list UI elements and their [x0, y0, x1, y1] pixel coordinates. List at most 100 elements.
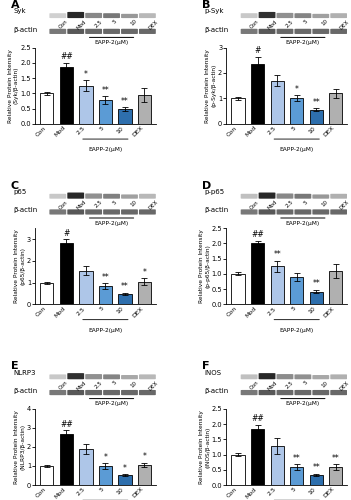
Text: D: D [202, 181, 211, 191]
Text: **: ** [312, 279, 320, 288]
Text: **: ** [293, 454, 300, 462]
Bar [251, 428, 264, 485]
Text: ##: ## [251, 414, 264, 424]
Y-axis label: Relative Protein Intensity
(p65/β-actin): Relative Protein Intensity (p65/β-actin) [14, 230, 25, 303]
Bar [232, 98, 245, 124]
FancyBboxPatch shape [121, 375, 138, 380]
FancyBboxPatch shape [103, 194, 120, 198]
Text: *: * [104, 452, 107, 462]
FancyBboxPatch shape [241, 390, 258, 395]
Text: Mod: Mod [267, 200, 279, 211]
FancyBboxPatch shape [259, 29, 276, 34]
Y-axis label: Relative Protein Intensity
(Syk/β-actin): Relative Protein Intensity (Syk/β-actin) [8, 49, 19, 122]
FancyBboxPatch shape [312, 390, 329, 395]
FancyBboxPatch shape [121, 390, 138, 395]
FancyBboxPatch shape [49, 390, 66, 395]
FancyBboxPatch shape [294, 210, 311, 214]
FancyBboxPatch shape [139, 29, 156, 34]
Bar [251, 244, 264, 304]
Text: B: B [202, 0, 211, 10]
Text: 10: 10 [130, 200, 138, 207]
FancyBboxPatch shape [85, 210, 102, 214]
Text: #: # [63, 228, 69, 237]
FancyBboxPatch shape [277, 374, 293, 380]
Text: *: * [143, 452, 146, 461]
Text: **: ** [312, 464, 320, 472]
FancyBboxPatch shape [241, 374, 258, 380]
Bar [232, 274, 245, 304]
FancyBboxPatch shape [103, 390, 120, 395]
Bar [290, 98, 303, 124]
FancyBboxPatch shape [121, 14, 138, 18]
Bar [271, 80, 284, 124]
FancyBboxPatch shape [312, 194, 329, 198]
Bar [40, 466, 53, 485]
Text: Syk: Syk [13, 8, 26, 14]
Bar [271, 266, 284, 304]
Text: **: ** [101, 273, 109, 282]
FancyBboxPatch shape [67, 29, 84, 34]
FancyBboxPatch shape [139, 390, 156, 395]
Text: DEX: DEX [339, 18, 350, 30]
FancyBboxPatch shape [85, 194, 102, 198]
Bar [40, 94, 53, 124]
FancyBboxPatch shape [294, 194, 311, 198]
Text: 2.5: 2.5 [94, 18, 103, 28]
Text: β-actin: β-actin [13, 388, 38, 394]
Text: DEX: DEX [339, 380, 350, 392]
Text: **: ** [312, 98, 320, 107]
Bar [99, 466, 112, 485]
FancyBboxPatch shape [294, 13, 311, 18]
FancyBboxPatch shape [259, 210, 276, 214]
FancyBboxPatch shape [330, 194, 347, 198]
Text: *: * [295, 85, 299, 94]
Text: EAPP-2(μM): EAPP-2(μM) [88, 148, 122, 152]
Text: EAPP-2(μM): EAPP-2(μM) [280, 328, 314, 333]
Text: 2.5: 2.5 [94, 200, 103, 209]
Bar [251, 64, 264, 124]
Text: ##: ## [251, 230, 264, 239]
Y-axis label: Relative Protein Intensity
(p-p65/β-actin): Relative Protein Intensity (p-p65/β-acti… [199, 230, 210, 303]
FancyBboxPatch shape [259, 12, 276, 18]
Bar [290, 277, 303, 304]
FancyBboxPatch shape [103, 29, 120, 34]
Text: 2.5: 2.5 [285, 200, 295, 209]
Text: *: * [143, 268, 146, 276]
Bar [118, 109, 132, 124]
Text: 5: 5 [112, 18, 118, 24]
Text: EAPP-2(μM): EAPP-2(μM) [94, 40, 129, 45]
Text: **: ** [121, 282, 129, 291]
FancyBboxPatch shape [139, 374, 156, 380]
Text: β-actin: β-actin [205, 27, 229, 33]
FancyBboxPatch shape [330, 13, 347, 18]
FancyBboxPatch shape [49, 210, 66, 214]
FancyBboxPatch shape [139, 210, 156, 214]
Bar [138, 282, 151, 304]
Text: iNOS: iNOS [205, 370, 221, 376]
Text: Con: Con [58, 200, 69, 210]
FancyBboxPatch shape [67, 373, 84, 380]
Text: C: C [11, 181, 19, 191]
Text: *: * [123, 464, 127, 472]
FancyBboxPatch shape [49, 13, 66, 18]
Text: **: ** [273, 250, 281, 260]
Text: β-actin: β-actin [13, 27, 38, 33]
FancyBboxPatch shape [259, 192, 276, 198]
FancyBboxPatch shape [277, 194, 293, 198]
Bar [118, 294, 132, 304]
Text: 10: 10 [321, 18, 329, 27]
Text: EAPP-2(μM): EAPP-2(μM) [94, 220, 129, 226]
Text: NLRP3: NLRP3 [13, 370, 36, 376]
FancyBboxPatch shape [85, 374, 102, 380]
Text: 10: 10 [321, 200, 329, 207]
Bar [329, 94, 343, 124]
Text: 5: 5 [303, 380, 309, 386]
Bar [79, 270, 93, 304]
Bar [99, 286, 112, 304]
Bar [60, 434, 73, 485]
Text: 5: 5 [112, 380, 118, 386]
Text: E: E [11, 362, 19, 372]
FancyBboxPatch shape [67, 192, 84, 198]
Text: EAPP-2(μM): EAPP-2(μM) [286, 40, 320, 45]
Text: Mod: Mod [267, 18, 279, 30]
